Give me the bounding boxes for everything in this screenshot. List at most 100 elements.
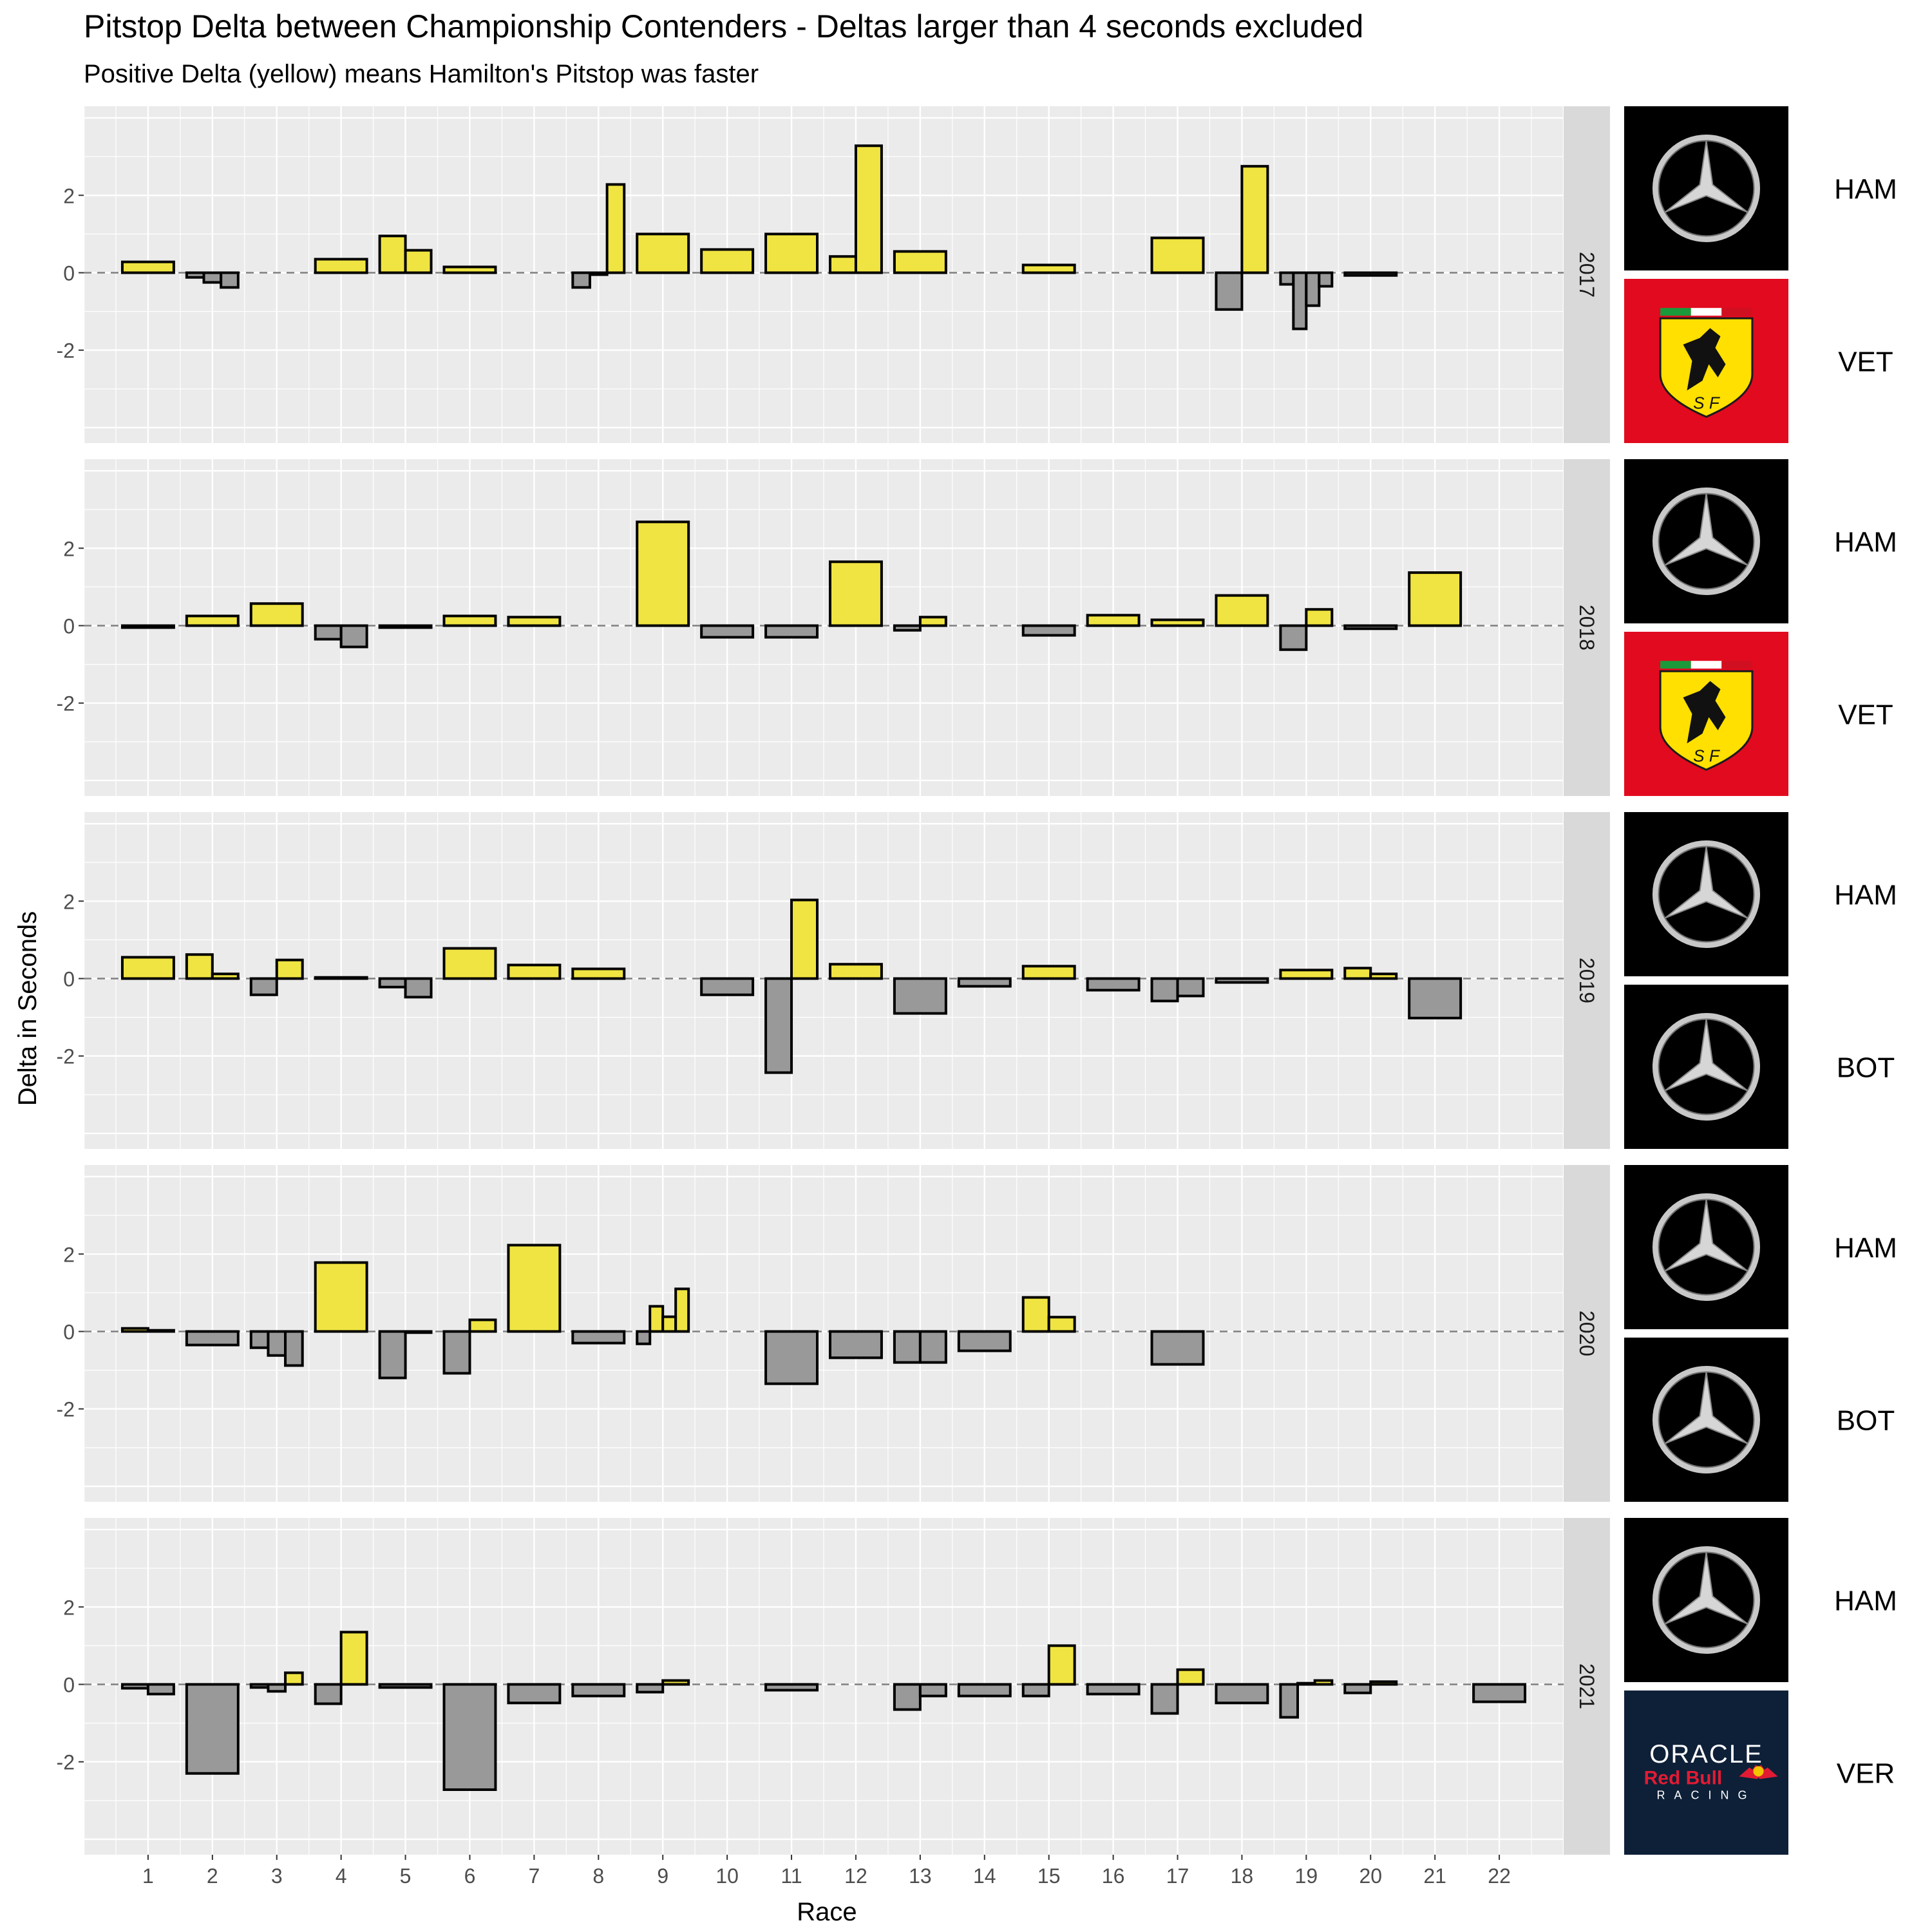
- bar: [1292, 271, 1308, 330]
- mercedes-logo: [1624, 812, 1788, 976]
- bar: [1305, 608, 1334, 627]
- bar: [220, 271, 240, 289]
- bar: [1369, 1680, 1398, 1686]
- bar: [1021, 965, 1076, 980]
- prancing-horse-icon: [1683, 328, 1726, 391]
- bar: [700, 977, 755, 996]
- x-tick-label: 19: [1295, 1864, 1318, 1888]
- bar: [1150, 1330, 1205, 1366]
- bar: [957, 1330, 1012, 1352]
- chart-title: Pitstop Delta between Championship Conte…: [84, 8, 1363, 44]
- bar: [1021, 1296, 1050, 1333]
- facet-strip-label: 2017: [1575, 252, 1598, 298]
- bar: [1176, 1668, 1205, 1686]
- bar: [957, 1683, 1012, 1698]
- bar: [185, 271, 205, 279]
- x-tick-label: 22: [1488, 1864, 1511, 1888]
- bar: [507, 616, 562, 627]
- bar: [314, 624, 343, 641]
- bar: [404, 977, 433, 999]
- bar: [605, 183, 626, 274]
- x-tick-label: 6: [464, 1864, 476, 1888]
- star-ring: [1652, 1365, 1761, 1474]
- bar: [764, 232, 819, 274]
- bar: [404, 249, 433, 274]
- bar: [854, 144, 883, 274]
- facet-panel-2017: 2 0 -2 2017: [57, 106, 1610, 443]
- x-tick-label: 14: [973, 1864, 996, 1888]
- bar: [1343, 271, 1398, 277]
- bar: [588, 271, 609, 276]
- bar: [378, 1330, 407, 1379]
- three-pointed-star: [1664, 140, 1748, 213]
- facet-strip: [1564, 1518, 1610, 1855]
- bar: [1215, 594, 1269, 627]
- bar: [1408, 977, 1463, 1019]
- bar: [1279, 1683, 1300, 1719]
- bar: [1408, 571, 1463, 627]
- racing-wordmark: RACING: [1656, 1788, 1756, 1801]
- bar: [339, 624, 368, 649]
- three-pointed-star: [1664, 1552, 1748, 1625]
- bar: [1215, 271, 1244, 311]
- bar: [674, 1287, 690, 1333]
- y-tick-label: 0: [63, 1320, 75, 1343]
- bar: [1472, 1683, 1527, 1703]
- facet-panel-2021: 2 0 -2 2021: [57, 1518, 1610, 1855]
- bar: [1343, 1683, 1372, 1694]
- ferrari-logo: S F: [1624, 279, 1788, 443]
- bar: [957, 977, 1012, 988]
- star-ring: [1652, 134, 1761, 243]
- y-tick-label: 2: [63, 890, 75, 913]
- y-tick-label: -2: [57, 1751, 75, 1774]
- ferrari-sf-mark: S F: [1693, 393, 1721, 412]
- bar: [314, 1261, 368, 1333]
- driver-bot: BOT: [1624, 1338, 1895, 1502]
- bar: [1021, 263, 1076, 274]
- driver-ham: HAM: [1624, 812, 1897, 976]
- facet-strip-label: 2018: [1575, 605, 1598, 650]
- bar: [275, 958, 304, 980]
- bar: [442, 1330, 471, 1375]
- bar: [249, 1330, 270, 1349]
- bar: [893, 250, 947, 274]
- bar: [267, 1683, 287, 1693]
- y-tick-label: -2: [57, 339, 75, 363]
- bar: [636, 1683, 665, 1694]
- bar: [893, 977, 947, 1015]
- bar: [1021, 624, 1076, 637]
- driver-ham: HAM: [1624, 1518, 1897, 1682]
- bar: [1215, 977, 1269, 984]
- flag-green: [1660, 308, 1691, 316]
- x-tick-label: 12: [844, 1864, 867, 1888]
- facet-panel-2019: 2 0 -2 2019: [57, 812, 1610, 1149]
- driver-code-label: HAM: [1834, 527, 1897, 558]
- bar: [442, 1683, 497, 1792]
- x-tick-label: 5: [400, 1864, 412, 1888]
- bar: [120, 260, 175, 274]
- facet-strip: [1564, 1165, 1610, 1502]
- bar: [649, 1305, 665, 1333]
- bar: [185, 1330, 240, 1347]
- y-tick-label: 2: [63, 1596, 75, 1619]
- mercedes-logo: [1624, 1165, 1788, 1329]
- bar: [661, 1315, 677, 1333]
- facet-strip: [1564, 106, 1610, 443]
- bar: [571, 1683, 626, 1698]
- mercedes-logo: [1624, 106, 1788, 270]
- driver-code-label: BOT: [1837, 1052, 1895, 1084]
- y-tick-label: -2: [57, 1045, 75, 1068]
- bar: [764, 1330, 819, 1385]
- star-ring: [1652, 1546, 1761, 1654]
- ferrari-logo: S F: [1624, 632, 1788, 796]
- bar: [1150, 977, 1179, 1003]
- facet-strip-label: 2019: [1575, 958, 1598, 1003]
- x-tick-label: 13: [909, 1864, 932, 1888]
- three-pointed-star: [1664, 1199, 1748, 1272]
- x-tick-label: 7: [528, 1864, 540, 1888]
- bar: [314, 1683, 343, 1705]
- y-tick-label: -2: [57, 1398, 75, 1421]
- bar: [211, 972, 240, 980]
